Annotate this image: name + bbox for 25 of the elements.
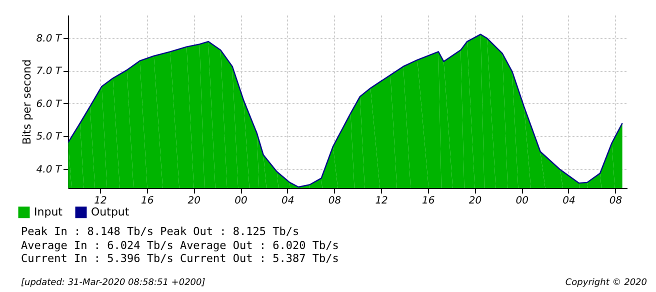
x-tick-label: 00 bbox=[516, 196, 528, 206]
x-tick-label: 00 bbox=[234, 196, 248, 206]
text: Copyright © 2020 bbox=[565, 278, 648, 288]
legend-label: Output bbox=[91, 205, 130, 218]
x-tick-label: 12 bbox=[375, 196, 388, 206]
x-tick-label: 16 bbox=[422, 196, 435, 206]
text: Average In : 6.024 Tb/s Average Out : 6.020 Tb/s bbox=[21, 239, 339, 252]
x-tick-label: 04 bbox=[562, 196, 576, 206]
x-tick-label: 08 bbox=[328, 196, 342, 206]
y-tick-label: 4.0 T bbox=[36, 164, 62, 176]
y-tick-label: 8.0 T bbox=[36, 33, 62, 44]
y-axis-title: Bits per second bbox=[20, 59, 34, 145]
x-tick-label: 16 bbox=[140, 196, 154, 206]
y-tick-label: 6.0 T bbox=[36, 98, 62, 110]
x-tick-label: 12 bbox=[94, 196, 107, 206]
legend-label: Input bbox=[34, 205, 64, 218]
y-tick-label: 5.0 T bbox=[36, 132, 62, 143]
x-tick-label: 08 bbox=[609, 196, 622, 206]
text: Peak In : 8.148 Tb/s Peak Out : 8.125 Tb/s bbox=[21, 225, 300, 238]
text: Current In : 5.396 Tb/s Current Out : 5.387 Tb/s bbox=[21, 252, 339, 265]
text: [updated: 31-Mar-2020 08:58:51 +0200] bbox=[21, 278, 206, 288]
x-tick-label: 20 bbox=[468, 196, 482, 206]
y-tick-label: 7.0 T bbox=[36, 66, 62, 78]
x-tick-label: 04 bbox=[281, 196, 294, 206]
x-tick-label: 20 bbox=[188, 196, 201, 206]
